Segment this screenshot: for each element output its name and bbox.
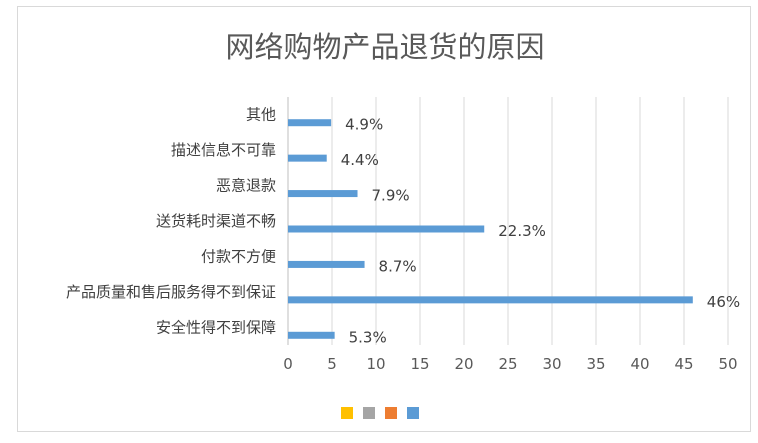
data-label: 4.9%: [345, 116, 383, 134]
bar: [288, 225, 485, 233]
chart-title: 网络购物产品退货的原因: [225, 30, 545, 64]
x-tick-label: 5: [327, 355, 337, 373]
category-label: 付款不方便: [201, 247, 276, 265]
bar: [288, 119, 332, 127]
category-label: 恶意退款: [216, 177, 276, 195]
bar: [288, 154, 327, 162]
chart-area: 网络购物产品退货的原因 0 5 10 15 20 25 30 35 40 45 50 其他 4.9% 描述…: [17, 6, 751, 432]
legend-swatch: [385, 407, 397, 419]
category-label: 产品质量和售后服务得不到保证: [66, 283, 276, 301]
x-tick-label: 30: [542, 355, 561, 373]
data-label: 22.3%: [498, 222, 546, 240]
data-label: 4.4%: [341, 151, 379, 169]
legend: [341, 407, 419, 421]
bar-chart: 0 5 10 15 20 25 30 35 40 45 50 其他 4.9% 描述信息不可靠 4.4% 恶意退…: [66, 97, 740, 373]
x-tick-label: 40: [630, 355, 649, 373]
category-label: 送货耗时渠道不畅: [156, 212, 276, 230]
category-label: 描述信息不可靠: [171, 141, 276, 159]
legend-swatch: [363, 407, 375, 419]
x-tick-label: 50: [718, 355, 737, 373]
bar: [288, 190, 358, 198]
bar: [288, 331, 335, 339]
bar: [288, 260, 365, 268]
data-label: 7.9%: [372, 187, 410, 205]
category-label: 安全性得不到保障: [156, 318, 276, 336]
x-tick-label: 35: [586, 355, 605, 373]
legend-swatch: [341, 407, 353, 419]
x-tick-label: 15: [410, 355, 429, 373]
data-label: 5.3%: [349, 328, 387, 346]
x-tick-label: 20: [454, 355, 473, 373]
bar: [288, 296, 693, 304]
x-tick-label: 45: [674, 355, 693, 373]
data-label: 46%: [707, 293, 740, 311]
legend-swatch: [407, 407, 419, 419]
x-tick-label: 0: [283, 355, 293, 373]
data-label: 8.7%: [379, 257, 417, 275]
category-label: 其他: [246, 106, 276, 124]
x-tick-label: 10: [366, 355, 385, 373]
x-tick-label: 25: [498, 355, 517, 373]
